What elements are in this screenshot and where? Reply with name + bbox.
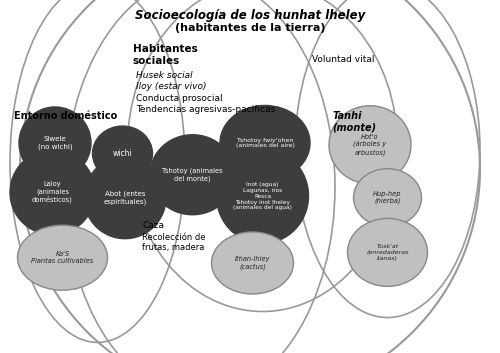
Text: Hot'o
(árboles y
arbustos): Hot'o (árboles y arbustos) — [354, 134, 386, 156]
Ellipse shape — [329, 106, 411, 184]
Text: Abot (entes
espirituales): Abot (entes espirituales) — [104, 191, 146, 205]
Ellipse shape — [220, 106, 310, 180]
Text: Laloy
(animales
domésticos): Laloy (animales domésticos) — [32, 181, 73, 203]
Text: Voluntad vital: Voluntad vital — [312, 55, 375, 64]
Text: Habitantes
sociales: Habitantes sociales — [132, 44, 197, 66]
Text: Tshotoy fwiy'ohen
(animales del aire): Tshotoy fwiy'ohen (animales del aire) — [236, 138, 294, 148]
Text: Tanhi
(monte): Tanhi (monte) — [332, 111, 376, 133]
Text: Caza: Caza — [142, 221, 165, 229]
Ellipse shape — [10, 150, 95, 235]
Text: Socioecología de los hunhat lheley: Socioecología de los hunhat lheley — [135, 9, 365, 22]
Text: wichi: wichi — [112, 149, 132, 158]
Text: Inot (agua)
Lagunas, ríos
Pesca
Tshotoy inot lheley
(animales del agua): Inot (agua) Lagunas, ríos Pesca Tshotoy … — [233, 181, 292, 210]
Text: Siwele
(no wichi): Siwele (no wichi) — [38, 136, 72, 150]
Ellipse shape — [212, 232, 294, 294]
Text: Conducta prosocial: Conducta prosocial — [136, 94, 222, 102]
Text: Tusk'at
(enredaderas
lianas): Tusk'at (enredaderas lianas) — [366, 244, 408, 261]
Ellipse shape — [150, 135, 235, 215]
Ellipse shape — [216, 148, 308, 244]
Text: Ithan-lhley
(cactus): Ithan-lhley (cactus) — [235, 256, 270, 270]
Text: (habitantes de la tierra): (habitantes de la tierra) — [175, 23, 325, 33]
Text: Hup-hep
(hierba): Hup-hep (hierba) — [373, 191, 402, 204]
Ellipse shape — [18, 225, 108, 290]
Ellipse shape — [84, 157, 166, 239]
Ellipse shape — [92, 126, 152, 181]
Ellipse shape — [348, 219, 428, 286]
Text: Iloy (estar vivo): Iloy (estar vivo) — [136, 82, 206, 91]
Text: Tendencias agresivas-pacificas: Tendencias agresivas-pacificas — [136, 105, 275, 114]
Text: Entorno doméstico: Entorno doméstico — [14, 111, 117, 121]
Text: Tshotoy (animales
del monte): Tshotoy (animales del monte) — [162, 168, 223, 182]
Text: Husek social: Husek social — [136, 71, 192, 79]
Ellipse shape — [354, 169, 422, 227]
Text: Ka'S
Plantas cultivables: Ka'S Plantas cultivables — [32, 251, 94, 264]
Ellipse shape — [19, 107, 91, 179]
Text: Recolección de
frutas, madera: Recolección de frutas, madera — [142, 233, 206, 252]
